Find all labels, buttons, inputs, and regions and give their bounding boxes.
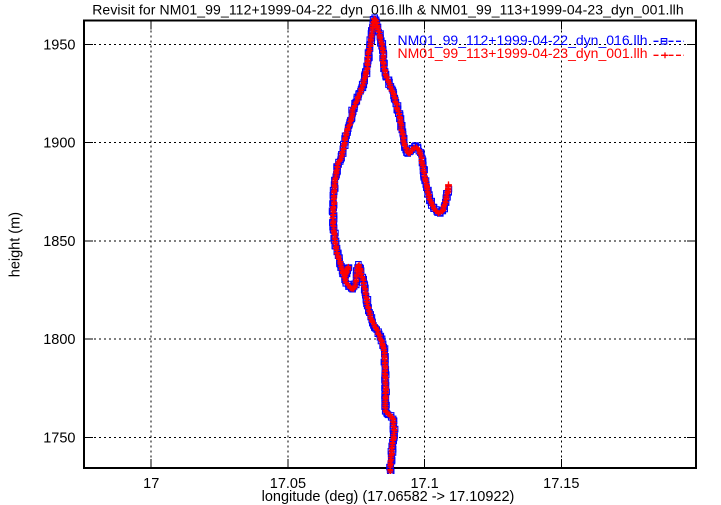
svg-text:17.15: 17.15 [543, 476, 579, 492]
svg-text:1950: 1950 [43, 38, 75, 54]
svg-text:1850: 1850 [43, 234, 75, 250]
svg-text:17.1: 17.1 [410, 476, 438, 492]
svg-text:NM01_99_112+1999-04-22_dyn_016: NM01_99_112+1999-04-22_dyn_016.llh [398, 32, 648, 48]
svg-text:longitude (deg) (17.06582 -> 1: longitude (deg) (17.06582 -> 17.10922) [262, 489, 515, 505]
svg-text:17: 17 [143, 476, 159, 492]
svg-text:1750: 1750 [43, 431, 75, 447]
svg-text:1900: 1900 [43, 136, 75, 152]
svg-text:height (m): height (m) [8, 212, 24, 277]
svg-text:17.05: 17.05 [270, 476, 306, 492]
svg-text:NM01_99_113+1999-04-23_dyn_001: NM01_99_113+1999-04-23_dyn_001.llh [398, 45, 648, 61]
svg-text:Revisit for NM01_99_112+1999-0: Revisit for NM01_99_112+1999-04-22_dyn_0… [92, 2, 684, 18]
svg-text:1800: 1800 [43, 332, 75, 348]
